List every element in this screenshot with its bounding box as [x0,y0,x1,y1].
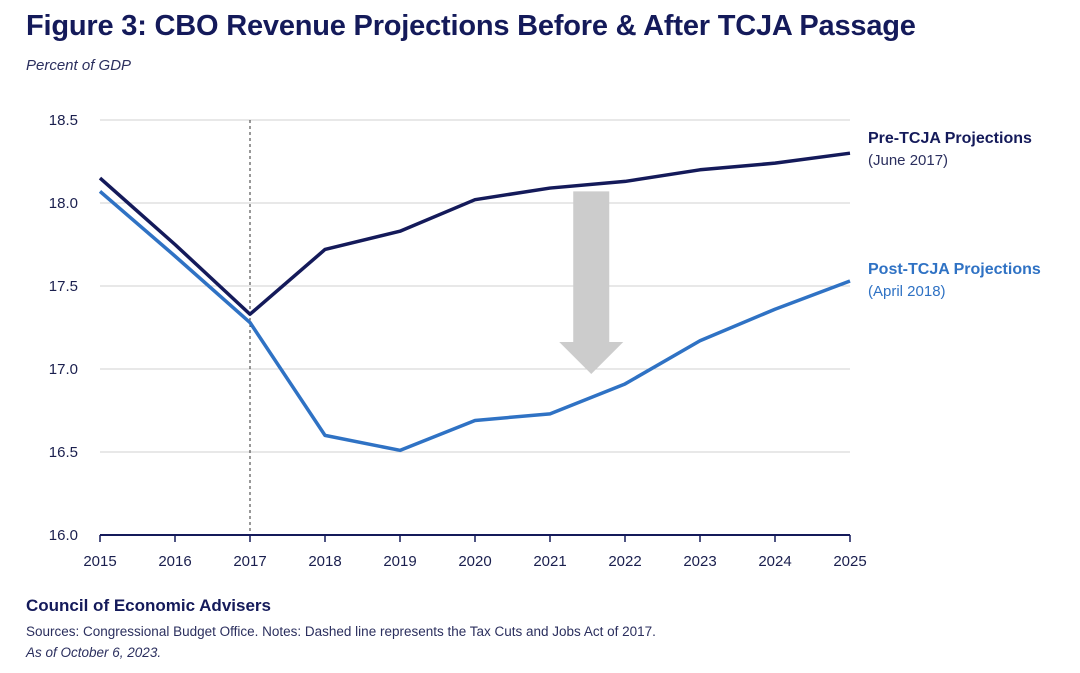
as-of-date: As of October 6, 2023. [26,645,162,660]
x-tick-label: 2022 [608,553,641,570]
x-tick-label: 2023 [683,553,716,570]
legend-post-tcja: Post-TCJA Projections (April 2018) [868,259,1041,303]
x-tick-label: 2021 [533,553,566,570]
y-tick-label: 18.0 [49,195,78,212]
x-tick-label: 2020 [458,553,491,570]
x-tick-label: 2018 [308,553,341,570]
y-tick-label: 18.5 [49,112,78,129]
chart-title: Figure 3: CBO Revenue Projections Before… [26,10,916,42]
x-tick-label: 2017 [233,553,266,570]
series-line-post-tcja [98,190,851,453]
data-points [99,153,851,451]
source-notes: Sources: Congressional Budget Office. No… [26,624,656,639]
gridlines [100,119,850,453]
y-axis-ticks: 16.0 16.5 17.0 17.5 18.0 18.5 [49,112,78,544]
x-tick-label: 2015 [83,553,116,570]
x-tick-label: 2019 [383,553,416,570]
legend-pre-date: (June 2017) [868,152,949,169]
x-tick-label: 2025 [833,553,866,570]
legend-pre-name: Pre-TCJA Projections [868,130,1032,147]
x-tick-label: 2016 [158,553,191,570]
decline-arrow [559,191,624,374]
y-axis-unit-label: Percent of GDP [26,57,132,74]
y-tick-label: 16.5 [49,444,78,461]
y-tick-label: 17.0 [49,361,78,378]
y-tick-label: 16.0 [49,527,78,544]
source-organization: Council of Economic Advisers [26,596,271,615]
y-tick-label: 17.5 [49,278,78,295]
x-tick-label: 2024 [758,553,791,570]
legend-post-date: (April 2018) [868,283,946,300]
legend-post-name: Post-TCJA Projections [868,261,1041,278]
legend-pre-tcja: Pre-TCJA Projections (June 2017) [868,128,1032,172]
x-axis-ticks: 2015 2016 2017 2018 2019 2020 2021 2022 2023 2024… [83,535,867,570]
